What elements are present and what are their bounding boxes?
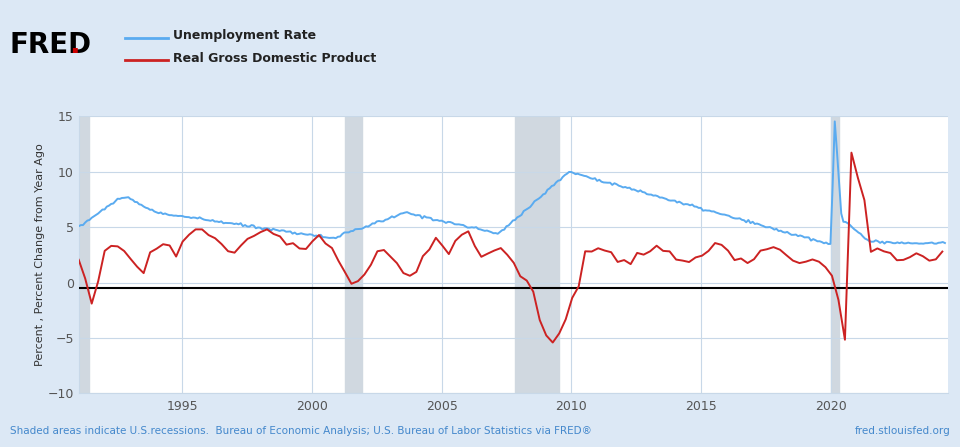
Bar [516, 116, 559, 393]
Bar [65, 116, 89, 393]
Bar [345, 116, 362, 393]
Text: Shaded areas indicate U.S.recessions.  Bureau of Economic Analysis; U.S. Bureau : Shaded areas indicate U.S.recessions. Bu… [10, 426, 591, 436]
Text: .: . [69, 31, 80, 59]
Bar [830, 116, 839, 393]
Y-axis label: Percent , Percent Change from Year Ago: Percent , Percent Change from Year Ago [35, 143, 45, 366]
Text: FRED: FRED [10, 31, 92, 59]
Text: fred.stlouisfed.org: fred.stlouisfed.org [854, 426, 950, 436]
Text: Unemployment Rate: Unemployment Rate [173, 29, 316, 42]
Text: Real Gross Domestic Product: Real Gross Domestic Product [173, 51, 376, 65]
